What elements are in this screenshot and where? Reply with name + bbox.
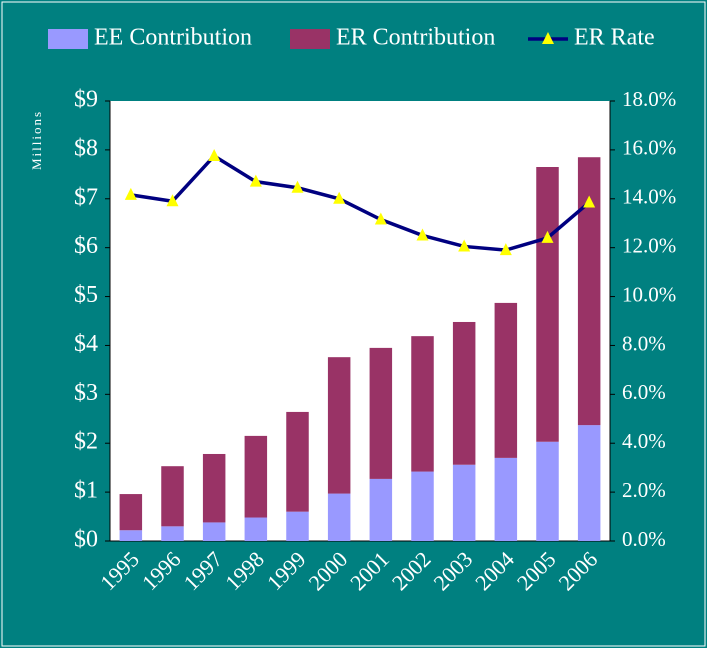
bar [536, 441, 559, 541]
bar [452, 464, 476, 541]
y-tick-label: $1 [74, 478, 98, 504]
bar [411, 471, 434, 541]
bar [202, 522, 226, 541]
bar [119, 494, 143, 531]
y-tick-label: $4 [74, 331, 98, 357]
bar [452, 321, 476, 465]
marker [416, 228, 429, 241]
bar [244, 517, 268, 541]
marker [374, 212, 387, 225]
y-axis-label: Millions [29, 110, 44, 170]
bar [286, 511, 309, 541]
y-tick-label: $9 [74, 87, 98, 113]
bar [327, 493, 351, 541]
marker [166, 194, 179, 207]
bar [119, 530, 143, 541]
y2-tick-label: 12.0% [622, 233, 676, 257]
marker [124, 187, 137, 200]
y-tick-label: $3 [74, 380, 98, 406]
legend-swatch [290, 29, 330, 49]
y-tick-label: $8 [74, 135, 98, 161]
marker [583, 195, 596, 208]
y-tick-label: $7 [74, 184, 98, 210]
bar [202, 453, 226, 523]
y2-tick-label: 4.0% [622, 429, 666, 453]
bar [369, 478, 393, 541]
marker [249, 174, 262, 187]
legend-label: ER Rate [574, 25, 655, 51]
bar [577, 425, 601, 541]
y-tick-label: $2 [74, 429, 98, 455]
y2-tick-label: 6.0% [622, 380, 666, 404]
legend-marker [542, 32, 554, 44]
bar [161, 526, 184, 541]
marker [291, 180, 304, 193]
bar [286, 411, 309, 512]
bar [369, 347, 393, 479]
y2-tick-label: 14.0% [622, 185, 676, 209]
y2-tick-label: 16.0% [622, 136, 676, 160]
legend-label: ER Contribution [336, 25, 495, 51]
y2-tick-label: 8.0% [622, 331, 666, 355]
y-tick-label: $6 [74, 233, 98, 259]
legend-label: EE Contribution [94, 25, 252, 51]
bar [494, 302, 518, 458]
y-tick-label: $5 [74, 282, 98, 308]
bar [327, 357, 351, 494]
marker [208, 149, 221, 161]
y2-tick-label: 18.0% [622, 87, 676, 111]
bar [494, 457, 518, 541]
y2-tick-label: 0.0% [622, 527, 666, 551]
line [130, 153, 591, 252]
marker [541, 230, 554, 243]
bar [536, 167, 559, 442]
plot-area [110, 101, 610, 541]
bar [411, 336, 434, 472]
marker [458, 239, 471, 252]
bar [244, 435, 268, 518]
y-tick-label: $0 [74, 527, 98, 553]
marker [333, 191, 346, 204]
bar [161, 466, 184, 527]
legend-swatch [48, 29, 88, 49]
y2-tick-label: 2.0% [622, 478, 666, 502]
bar [577, 157, 601, 426]
marker [499, 243, 512, 256]
y2-tick-label: 10.0% [622, 282, 676, 306]
